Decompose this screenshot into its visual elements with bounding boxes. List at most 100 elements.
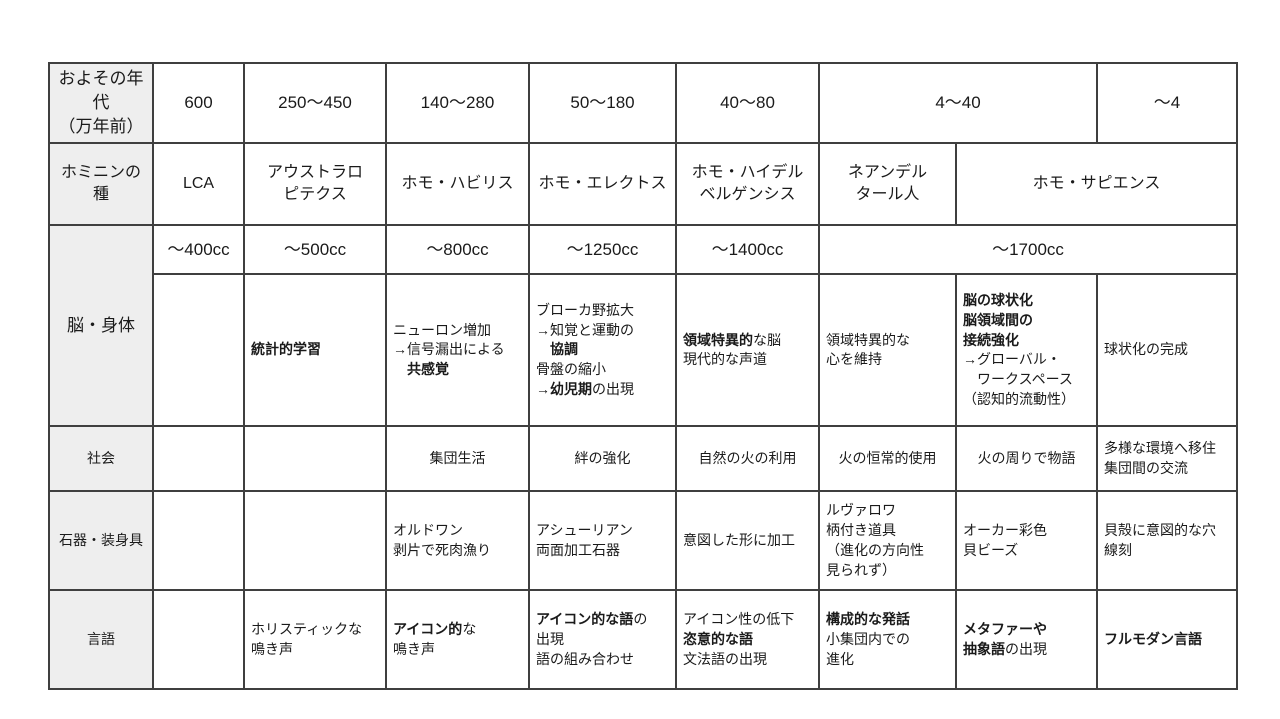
cell-text: ホミニンの種 [60,163,141,204]
cell-text [393,361,407,377]
cell-text: 進化 [826,650,854,667]
cell-text: な脳 [753,331,781,348]
cell-text: 言語 [87,630,115,647]
cell-text: 恣意的な語 [683,630,753,647]
cell-text: 脳領域間の [963,311,1033,328]
table-row-brain-cc: 脳・身体 〜400cc 〜500cc 〜800cc 〜1250cc 〜1400cc 〜170… [48,224,1238,428]
society-cell: 火の恒常的使用 [818,425,957,493]
cell-text: 脳・身体 [67,315,135,335]
year-cell: 40〜80 [675,61,820,145]
table-row-language: 言語 ホリスティックな 鳴き声 アイコン的な 鳴き声 アイコン的な語の 出現 語の組み合わせア… [48,589,1238,691]
society-cell: 集団生活 [385,425,530,493]
cell-text: 〜4 [1153,93,1181,113]
hominin-evolution-table-container: およその年代 （万年前） 600 250〜450 140〜280 50〜180 40〜80 4… [48,61,1238,691]
cell-text: 集団間の交流 [1104,459,1188,476]
language-cell: アイコン性の低下 恣意的な語文法語の出現 [675,589,820,691]
cell-text: の出現 [592,381,634,398]
cell-text: 火の周りで物語 [977,449,1076,466]
cell-text: 〜1700cc [992,239,1064,259]
cell-text: 鳴き声 [251,640,293,657]
cell-text: アイコン性の低下 [683,611,795,628]
cell-text: 貝ビーズ [963,541,1019,558]
society-cell: 多様な環境へ移住 集団間の交流 [1096,425,1238,493]
brain-cell: 領域特異的な 心を維持 [818,273,957,428]
tools-cell: ルヴァロワ 柄付き道具 （進化の方向性 見られず） [818,490,957,592]
cell-text: 両面加工石器 [536,541,620,558]
cell-text: ネアンデル [847,163,928,181]
language-cell: 構成的な発話 小集団内での 進化 [818,589,957,691]
language-cell: フルモダン言語 [1096,589,1238,691]
cell-text: オーカー彩色 [963,522,1047,538]
cell-text: メタファーや [963,621,1047,637]
cell-text: 絆の強化 [574,449,631,466]
table-body: およその年代 （万年前） 600 250〜450 140〜280 50〜180 40〜80 4… [48,61,1238,691]
cc-cell: 〜1700cc [818,224,1238,276]
cell-text: 多様な環境へ移住 [1104,440,1216,456]
cell-text: およその年代 [58,69,144,113]
cell-text: アイコン的 [393,621,463,637]
cell-text: 領域特異的な [826,331,910,348]
cell-text: ホモ・ハイデル [691,163,804,181]
row-label-species: ホミニンの種 [48,142,154,227]
tools-cell: 意図した形に加工 [675,490,820,592]
cell-text: フルモダン言語 [1104,630,1202,647]
cell-text: ルヴァロワ [826,502,896,519]
table-row-years: およその年代 （万年前） 600 250〜450 140〜280 50〜180 40〜80 4… [48,61,1238,145]
cell-text: ホモ・エレクトス [538,175,667,193]
year-cell: 140〜280 [385,61,530,145]
cell-text: の [633,611,648,628]
cell-text: 抽象語 [963,640,1005,657]
cell-text: 社会 [87,449,115,466]
cell-text: アウストラロ [266,163,363,181]
cell-text: 4〜40 [935,93,981,113]
cell-text: （万年前） [58,117,144,137]
cell-text: 統計的学習 [251,341,321,358]
cell-text: 貝殻に意図的な穴 [1104,522,1216,538]
year-cell: 600 [152,61,245,145]
row-label-tools: 石器・装身具 [48,490,154,592]
cell-text: （認知的流動性） [963,391,1075,408]
cell-text: 文法語の出現 [683,650,767,667]
cell-text: 火の恒常的使用 [838,449,937,466]
language-cell: アイコン的な 鳴き声 [385,589,530,691]
cell-text: ニューロン増加 [393,321,491,338]
cell-text: 集団生活 [429,449,486,466]
cell-text: 〜1400cc [711,239,784,259]
cell-text: 骨盤の縮小 [536,361,606,378]
table-row-species: ホミニンの種 LCA アウストラロ ピテクス ホモ・ハビリス ホモ・エレクトス ホモ・ハイデ… [48,142,1238,227]
cell-text: 現代的な声道 [683,351,767,368]
cell-text: →グローバル・ [963,351,1061,368]
society-cell: 自然の火の利用 [675,425,820,493]
cell-text: 出現 [536,630,564,647]
row-label-society: 社会 [48,425,154,493]
cell-text: →信号漏出による [393,341,505,358]
brain-cell: 球状化の完成 [1096,273,1238,428]
cell-text: 石器・装身具 [59,531,143,548]
cell-text: 見られず） [826,561,896,578]
row-label-language: 言語 [48,589,154,691]
cell-text: 心を維持 [826,351,882,368]
cell-text: 50〜180 [570,93,635,113]
language-cell: ホリスティックな 鳴き声 [243,589,387,691]
cell-text: → [536,381,550,398]
cell-text: 40〜80 [720,93,775,113]
year-cell: 4〜40 [818,61,1098,145]
empty-cell [152,425,245,493]
brain-cell: 脳の球状化 脳領域間の 接続強化 →グローバル・ ワークスペース （認知的流動性） [955,273,1098,428]
species-cell: ホモ・サピエンス [955,142,1238,227]
brain-cell: ニューロン増加 →信号漏出による 共感覚 [385,273,530,428]
table-row-brain-detail: 統計的学習 ニューロン増加 →信号漏出による 共感覚 ブローカ野拡大 →知覚と運動の 協… [49,273,1238,428]
cell-text: LCA [182,175,215,193]
empty-cell [243,425,387,493]
year-cell: 〜4 [1096,61,1238,145]
language-cell: アイコン的な語の 出現 語の組み合わせ [528,589,677,691]
cc-cell: 〜500cc [243,224,387,276]
cell-text: ピテクス [283,186,347,204]
cell-text: 小集団内での [826,630,910,647]
table-row-tools-ornaments: 石器・装身具 オルドワン 剥片で死肉漁り アシューリアン 両面加工石器 意図した形に加工ル… [48,490,1238,592]
tools-cell: アシューリアン 両面加工石器 [528,490,677,592]
cc-cell: 〜1400cc [675,224,820,276]
society-cell: 火の周りで物語 [955,425,1098,493]
cell-text: 〜500cc [283,239,347,259]
species-cell: アウストラロ ピテクス [243,142,387,227]
